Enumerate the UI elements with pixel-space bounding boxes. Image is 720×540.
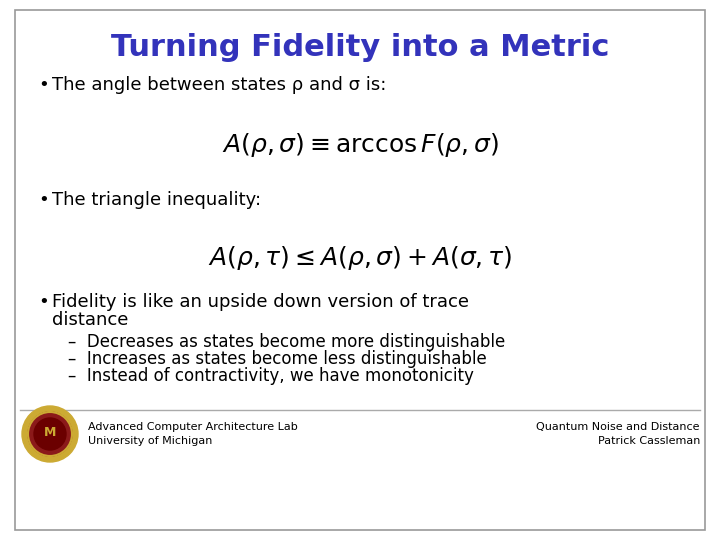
Text: •: • xyxy=(38,191,49,209)
Circle shape xyxy=(34,418,66,450)
Text: $A(\rho,\tau) \leq A(\rho,\sigma)+A(\sigma,\tau)$: $A(\rho,\tau) \leq A(\rho,\sigma)+A(\sig… xyxy=(208,244,512,272)
Circle shape xyxy=(28,412,72,456)
Text: $A(\rho,\sigma) \equiv \arccos F(\rho,\sigma)$: $A(\rho,\sigma) \equiv \arccos F(\rho,\s… xyxy=(222,131,498,159)
Text: Turning Fidelity into a Metric: Turning Fidelity into a Metric xyxy=(111,32,609,62)
Text: –  Increases as states become less distinguishable: – Increases as states become less distin… xyxy=(68,350,487,368)
Text: –  Instead of contractivity, we have monotonicity: – Instead of contractivity, we have mono… xyxy=(68,367,474,385)
Text: •: • xyxy=(38,293,49,311)
Text: –  Decreases as states become more distinguishable: – Decreases as states become more distin… xyxy=(68,333,505,351)
Text: Quantum Noise and Distance: Quantum Noise and Distance xyxy=(536,422,700,432)
Text: M: M xyxy=(44,426,56,438)
Text: The triangle inequality:: The triangle inequality: xyxy=(52,191,261,209)
Text: Patrick Cassleman: Patrick Cassleman xyxy=(598,436,700,446)
FancyBboxPatch shape xyxy=(15,10,705,530)
Text: University of Michigan: University of Michigan xyxy=(88,436,212,446)
Text: The angle between states ρ and σ is:: The angle between states ρ and σ is: xyxy=(52,76,387,94)
Circle shape xyxy=(22,406,78,462)
Text: Advanced Computer Architecture Lab: Advanced Computer Architecture Lab xyxy=(88,422,298,432)
Text: •: • xyxy=(38,76,49,94)
Text: Fidelity is like an upside down version of trace: Fidelity is like an upside down version … xyxy=(52,293,469,311)
Text: distance: distance xyxy=(52,311,128,329)
